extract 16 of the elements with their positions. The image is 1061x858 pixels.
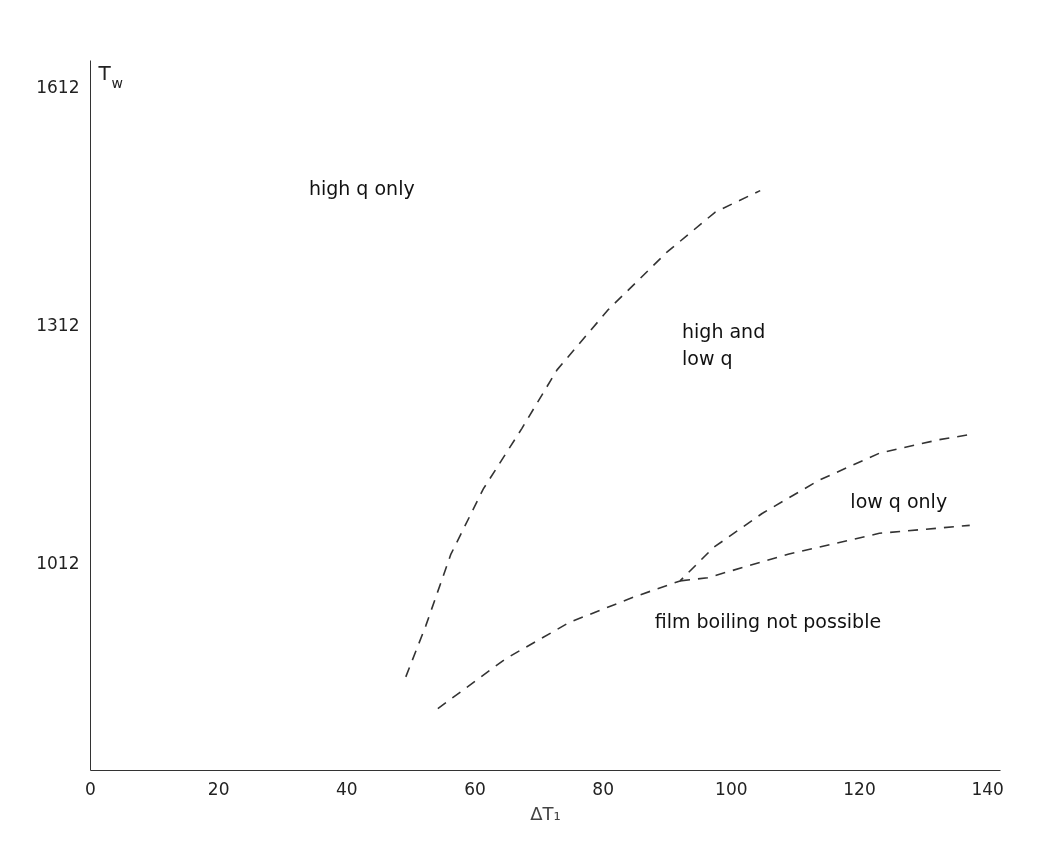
x-tick-label: 100 [715,778,748,799]
x-tick-label: 80 [592,778,614,799]
x-tick-label: 140 [971,778,1004,799]
y-tick-label: 1612 [36,77,80,98]
x-tick-label: 0 [85,778,96,799]
x-tick-label: 120 [843,778,876,799]
x-tick-label: 60 [464,778,486,799]
x-axis-title: ΔT₁ [530,802,561,824]
annotation: high q only [308,177,415,200]
annotation: low q only [850,489,948,512]
x-tick-label: 20 [207,778,230,799]
annotation: high and low q [682,320,766,369]
x-tick-label: 40 [336,778,358,799]
y-tick-label: 1312 [36,315,80,336]
annotation: film boiling not possible [654,610,882,633]
y-tick-label: 1012 [36,553,80,574]
